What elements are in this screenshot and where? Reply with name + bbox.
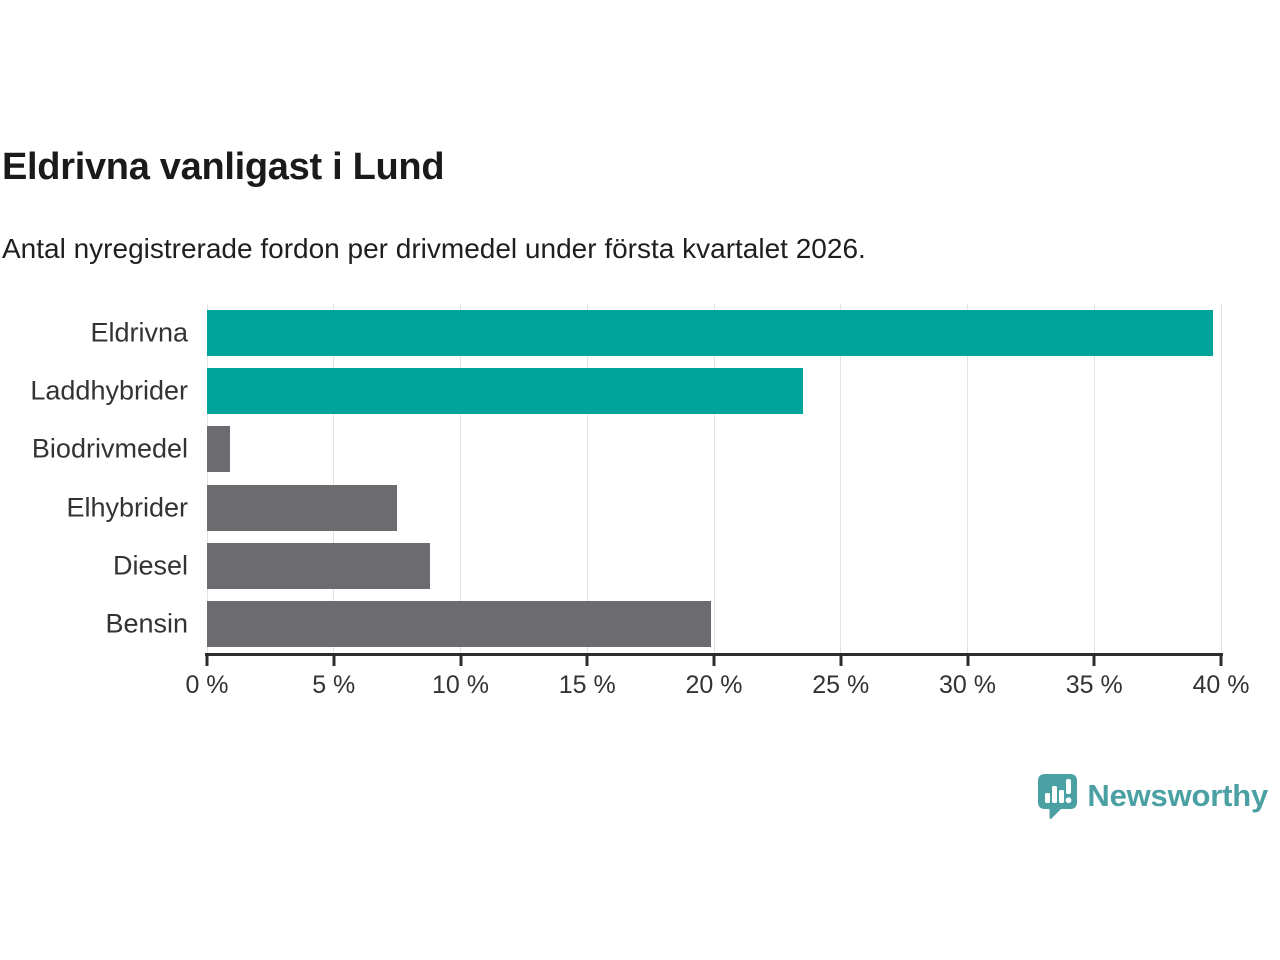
bar-biodrivmedel	[207, 426, 230, 472]
gridline-15	[586, 304, 588, 653]
chart-subtitle: Antal nyregistrerade fordon per drivmede…	[2, 233, 866, 264]
gridline-25	[840, 304, 842, 653]
category-label-elhybrider: Elhybrider	[66, 492, 188, 523]
x-axis-tick-0	[205, 656, 209, 666]
bar-diesel	[207, 543, 431, 589]
bar-row-bensin: Bensin	[105, 601, 1221, 647]
category-label-diesel: Diesel	[112, 550, 188, 581]
bar-elhybrider	[207, 485, 398, 531]
bar-row-eldrivna: Eldrivna	[90, 310, 1221, 356]
x-axis-tick-40	[1219, 656, 1223, 666]
bar-eldrivna	[207, 310, 1214, 356]
gridline-35	[1093, 304, 1095, 653]
x-axis-tick-label-15: 15 %	[558, 671, 616, 699]
gridline-10	[460, 304, 461, 653]
gridline-40	[1220, 304, 1222, 653]
bar-row-laddhybrider: Laddhybrider	[30, 368, 1221, 414]
gridline-20	[713, 304, 715, 653]
x-axis-tick-20	[712, 656, 716, 666]
gridline-5	[333, 304, 335, 653]
bar-chart-plot-area: Eldrivna Laddhybrider Biodrivmedel Elhybrid…	[30, 304, 1249, 699]
x-axis-tick-5	[332, 656, 336, 666]
newsworthy-branding: Newsworthy	[1037, 773, 1268, 819]
chart-title: Eldrivna vanligast i Lund	[2, 146, 445, 188]
x-axis-tick-35	[1092, 656, 1096, 666]
bar-laddhybrider	[207, 368, 803, 414]
x-axis-tick-10	[459, 656, 462, 666]
x-axis-tick-label-10: 10 %	[432, 671, 489, 699]
x-axis-tick-30	[966, 656, 969, 666]
newsworthy-logo-icon	[1038, 774, 1078, 819]
x-axis-tick-label-35: 35 %	[1065, 671, 1123, 699]
bar-bensin	[207, 601, 712, 647]
x-axis-tick-label-25: 25 %	[812, 671, 870, 699]
x-axis-tick-label-20: 20 %	[685, 671, 743, 699]
category-label-laddhybrider: Laddhybrider	[30, 375, 188, 406]
gridline-30	[967, 304, 968, 653]
bar-row-elhybrider: Elhybrider	[66, 485, 1221, 531]
x-axis-tick-label-40: 40 %	[1192, 671, 1250, 699]
newsworthy-logo-text: Newsworthy	[1087, 778, 1268, 813]
x-axis-tick-label-30: 30 %	[939, 671, 996, 699]
gridline-0	[206, 304, 208, 653]
x-axis-tick-15	[585, 656, 589, 666]
x-axis-tick-label-5: 5 %	[312, 671, 356, 699]
x-axis-tick-label-0: 0 %	[185, 671, 229, 699]
bar-row-biodrivmedel: Biodrivmedel	[32, 426, 1221, 472]
category-label-biodrivmedel: Biodrivmedel	[31, 433, 188, 464]
bar-row-diesel: Diesel	[113, 543, 1221, 589]
category-label-bensin: Bensin	[105, 608, 188, 639]
category-label-eldrivna: Eldrivna	[90, 317, 188, 348]
x-axis-line	[205, 653, 1223, 656]
x-axis-tick-25	[839, 656, 843, 666]
